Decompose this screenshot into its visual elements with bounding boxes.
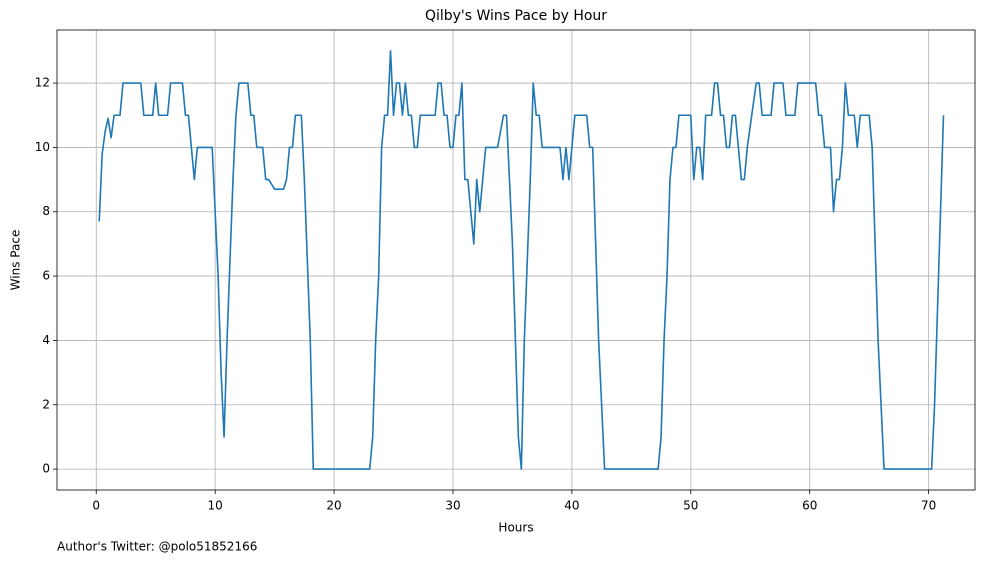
x-tick-label: 10 <box>208 499 223 513</box>
y-tick-label: 10 <box>35 140 50 154</box>
y-tick-label: 8 <box>42 204 50 218</box>
y-tick-label: 6 <box>42 269 50 283</box>
chart-title: Qilby's Wins Pace by Hour <box>425 8 607 24</box>
y-axis-label: Wins Pace <box>9 230 23 291</box>
y-tick-label: 2 <box>42 397 50 411</box>
x-tick-label: 30 <box>445 499 460 513</box>
data-line <box>98 50 945 470</box>
annotation: Author's Twitter: @polo51852166 <box>57 540 257 554</box>
y-tick-label: 12 <box>35 76 50 90</box>
x-axis-label: Hours <box>498 521 533 535</box>
x-tick-label: 40 <box>564 499 579 513</box>
x-tick-label: 60 <box>802 499 817 513</box>
x-tick-label: 70 <box>921 499 936 513</box>
x-tick-label: 50 <box>683 499 698 513</box>
plot-frame <box>56 29 976 491</box>
x-tick-label: 20 <box>326 499 341 513</box>
y-tick-label: 0 <box>42 462 50 476</box>
x-tick-label: 0 <box>92 499 100 513</box>
y-tick-label: 4 <box>42 333 50 347</box>
